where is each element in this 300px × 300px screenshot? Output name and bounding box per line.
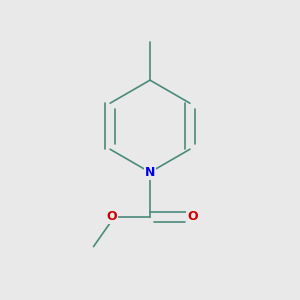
Text: O: O bbox=[106, 210, 117, 224]
Text: O: O bbox=[187, 210, 197, 224]
Text: N: N bbox=[145, 166, 155, 179]
